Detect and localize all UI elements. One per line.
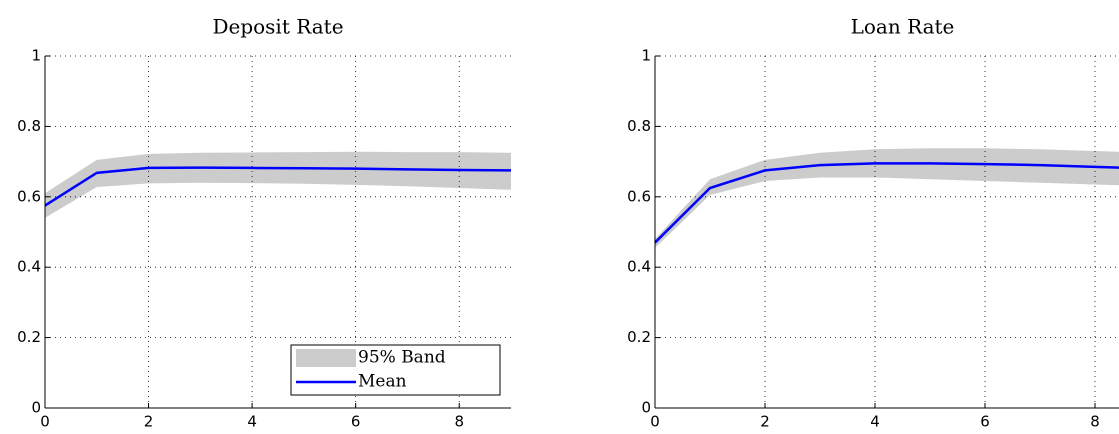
x-tick-label: 2: [760, 413, 770, 431]
legend-label: Mean: [358, 372, 407, 392]
plot-area: [655, 56, 1119, 408]
x-tick-label: 6: [351, 413, 361, 431]
chart-title: Loan Rate: [851, 15, 955, 39]
x-tick-label: 4: [247, 413, 257, 431]
confidence-band: [655, 148, 1119, 248]
y-tick-label: 0.4: [627, 258, 651, 276]
y-tick-label: 1: [641, 47, 651, 65]
x-tick-label: 8: [454, 413, 464, 431]
legend-label: 95% Band: [358, 348, 446, 368]
chart-title: Deposit Rate: [212, 15, 343, 39]
y-tick-label: 0: [31, 399, 41, 417]
y-tick-label: 0.6: [17, 187, 41, 205]
y-tick-label: 0.8: [17, 117, 41, 135]
y-tick-label: 0.6: [627, 187, 651, 205]
legend-swatch: [296, 349, 356, 367]
y-tick-label: 0: [641, 399, 651, 417]
y-tick-label: 0.4: [17, 258, 41, 276]
y-tick-label: 1: [31, 47, 41, 65]
y-tick-label: 0.2: [17, 328, 41, 346]
x-tick-label: 0: [650, 413, 660, 431]
x-tick-label: 8: [1090, 413, 1100, 431]
y-tick-label: 0.8: [627, 117, 651, 135]
x-tick-label: 6: [980, 413, 990, 431]
mean-line: [654, 162, 1119, 244]
x-tick-label: 4: [870, 413, 880, 431]
x-tick-label: 0: [40, 413, 50, 431]
mean-line: [44, 166, 512, 207]
y-tick-label: 0.2: [627, 328, 651, 346]
x-tick-label: 2: [144, 413, 154, 431]
